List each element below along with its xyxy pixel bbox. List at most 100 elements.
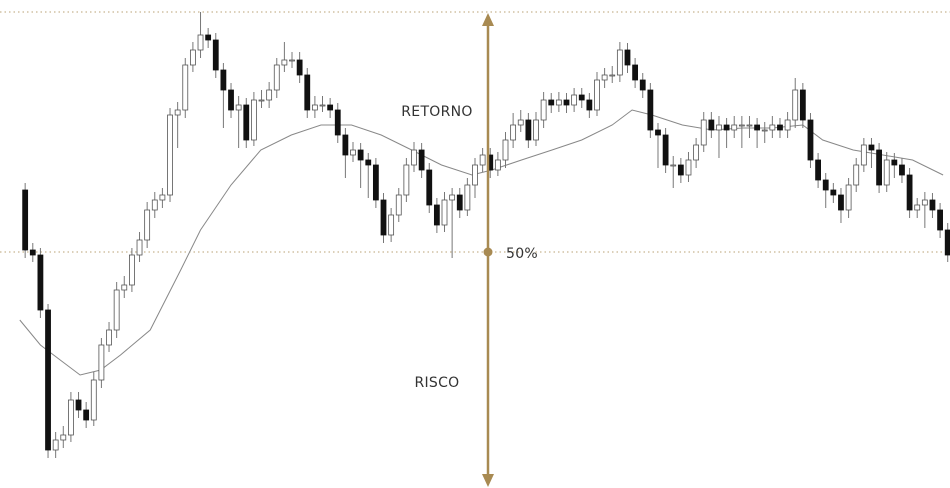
candle-body (449, 194, 456, 201)
candle-body (494, 159, 501, 171)
candle-body (738, 124, 745, 127)
candle-body (129, 254, 135, 286)
candle-body (479, 154, 486, 166)
candle-body (281, 59, 288, 66)
candle-body (899, 164, 905, 176)
candle-body (502, 139, 509, 161)
candle-body (60, 434, 67, 441)
candle-body (662, 134, 669, 166)
candle-body (830, 189, 837, 196)
candle-body (769, 124, 776, 131)
candle-body (937, 209, 943, 231)
candle-body (639, 79, 646, 91)
candle-body (609, 74, 616, 77)
candle-body (799, 89, 806, 121)
candle-body (670, 164, 677, 167)
candle-body (22, 189, 29, 251)
candle-body (517, 119, 524, 126)
candle-body (342, 134, 349, 156)
candle-body (113, 289, 120, 331)
candle-body (37, 254, 44, 311)
candle-body (212, 39, 219, 71)
candle-body (159, 194, 166, 201)
candle-body (601, 74, 608, 81)
annotation-upper: RETORNO (401, 104, 472, 120)
candle-body (52, 439, 59, 451)
candle-body (533, 119, 539, 141)
candle-body (944, 229, 950, 256)
candle-body (883, 159, 890, 186)
candle-body (266, 89, 273, 101)
candle-body (876, 149, 882, 186)
candle-body (75, 399, 82, 411)
candle-body (784, 119, 791, 131)
candle-body (838, 194, 844, 211)
candle-body (891, 159, 898, 166)
candle-body (403, 164, 410, 196)
candle-body (426, 169, 433, 206)
candle-body (372, 164, 379, 201)
candle-body (365, 159, 372, 166)
candle-body (616, 49, 623, 76)
candle-body (197, 34, 204, 51)
candle-body (761, 129, 768, 132)
candle-body (350, 149, 356, 156)
moving-average (19, 109, 944, 376)
candle-body (388, 214, 395, 236)
candle-body (90, 379, 97, 421)
candle-body (220, 69, 227, 91)
candle-body (250, 99, 257, 141)
candle-body (228, 89, 234, 111)
candle-body (433, 204, 440, 226)
candle-body (472, 164, 478, 186)
candle-body (624, 49, 631, 66)
candle-body (708, 119, 715, 131)
candle-body (121, 284, 128, 291)
candle-body (205, 34, 212, 41)
candle-body (929, 199, 936, 211)
candle-body (746, 124, 753, 127)
candle-body (906, 174, 913, 211)
candle-body (563, 99, 570, 106)
candle-body (29, 249, 36, 256)
candle-body (106, 329, 112, 346)
candle-body (296, 59, 303, 76)
level-dot (483, 247, 493, 257)
candle-body (853, 164, 860, 186)
candle-body (860, 144, 867, 166)
candle-body (83, 409, 90, 421)
candle-body (456, 194, 463, 211)
candle-body (571, 94, 578, 106)
candle-body (586, 99, 593, 111)
candle-body (273, 64, 280, 91)
candle-body (395, 194, 402, 216)
candle-body (723, 124, 730, 131)
candle-body (311, 104, 318, 111)
arrow-head-down (482, 474, 494, 487)
candle-body (807, 119, 814, 161)
candle-body (914, 204, 921, 211)
candle-body (182, 64, 189, 111)
candle-body (792, 89, 799, 121)
candle-body (777, 124, 783, 131)
candle-body (510, 124, 517, 141)
candle-body (258, 99, 265, 102)
candle-body (151, 199, 158, 211)
candle-body (731, 124, 738, 131)
candle-body (304, 74, 311, 111)
candle-body (357, 149, 364, 161)
candle-body (98, 344, 105, 381)
candle-body (174, 109, 181, 116)
annotation-lower: RISCO (414, 375, 459, 391)
candle-body (685, 159, 692, 176)
candle-body (647, 89, 654, 131)
candle-body (189, 49, 196, 66)
candle-body (144, 209, 151, 241)
candle-body (441, 199, 448, 226)
candle-body (716, 124, 722, 131)
level-label: 50% (506, 246, 538, 262)
candle-body (822, 179, 829, 191)
candle-body (45, 309, 51, 451)
candle-body (815, 159, 821, 181)
